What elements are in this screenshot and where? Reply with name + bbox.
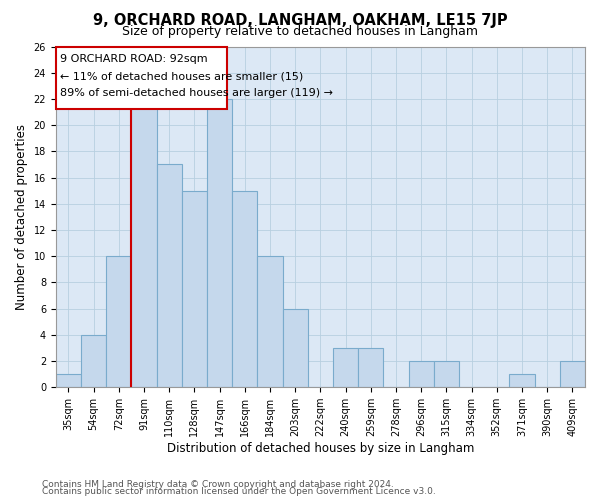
Bar bbox=[283, 308, 308, 387]
FancyBboxPatch shape bbox=[56, 46, 227, 110]
Bar bbox=[81, 335, 106, 387]
Text: Contains public sector information licensed under the Open Government Licence v3: Contains public sector information licen… bbox=[42, 487, 436, 496]
X-axis label: Distribution of detached houses by size in Langham: Distribution of detached houses by size … bbox=[167, 442, 474, 455]
Text: 9, ORCHARD ROAD, LANGHAM, OAKHAM, LE15 7JP: 9, ORCHARD ROAD, LANGHAM, OAKHAM, LE15 7… bbox=[92, 12, 508, 28]
Bar bbox=[232, 190, 257, 387]
Y-axis label: Number of detached properties: Number of detached properties bbox=[15, 124, 28, 310]
Bar bbox=[182, 190, 207, 387]
Bar bbox=[157, 164, 182, 387]
Bar bbox=[560, 361, 585, 387]
Bar bbox=[509, 374, 535, 387]
Bar bbox=[434, 361, 459, 387]
Bar bbox=[257, 256, 283, 387]
Text: Contains HM Land Registry data © Crown copyright and database right 2024.: Contains HM Land Registry data © Crown c… bbox=[42, 480, 394, 489]
Text: ← 11% of detached houses are smaller (15): ← 11% of detached houses are smaller (15… bbox=[59, 72, 303, 82]
Text: 89% of semi-detached houses are larger (119) →: 89% of semi-detached houses are larger (… bbox=[59, 88, 332, 99]
Text: Size of property relative to detached houses in Langham: Size of property relative to detached ho… bbox=[122, 25, 478, 38]
Bar bbox=[56, 374, 81, 387]
Bar bbox=[207, 99, 232, 387]
Bar bbox=[106, 256, 131, 387]
Text: 9 ORCHARD ROAD: 92sqm: 9 ORCHARD ROAD: 92sqm bbox=[59, 54, 207, 64]
Bar bbox=[333, 348, 358, 387]
Bar bbox=[131, 99, 157, 387]
Bar bbox=[358, 348, 383, 387]
Bar bbox=[409, 361, 434, 387]
